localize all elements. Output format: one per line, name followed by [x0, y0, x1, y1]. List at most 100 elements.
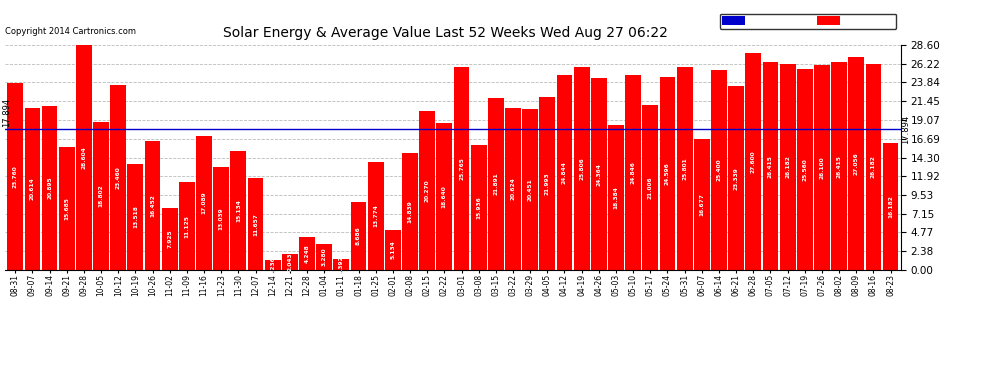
Text: 28.604: 28.604 [81, 146, 86, 169]
Text: 18.384: 18.384 [614, 186, 619, 209]
Text: 20.895: 20.895 [48, 177, 52, 199]
Text: 13.774: 13.774 [373, 204, 378, 227]
Text: 11.125: 11.125 [184, 215, 189, 238]
Text: 23.339: 23.339 [734, 167, 739, 190]
Text: 26.415: 26.415 [837, 154, 842, 177]
Bar [814, 64, 830, 270]
Bar [762, 62, 778, 270]
Bar [453, 67, 469, 270]
Bar [574, 67, 590, 270]
Bar [745, 53, 761, 270]
Bar [626, 75, 642, 270]
Bar [179, 183, 195, 270]
Bar [694, 139, 710, 270]
Bar [7, 83, 23, 270]
Bar [282, 254, 298, 270]
Bar [264, 260, 280, 270]
Text: 15.936: 15.936 [476, 196, 481, 219]
Bar [505, 108, 521, 270]
Text: 20.451: 20.451 [528, 178, 533, 201]
Text: 21.993: 21.993 [544, 172, 549, 195]
Text: 4.248: 4.248 [305, 244, 310, 262]
Bar [231, 151, 247, 270]
Text: 26.415: 26.415 [768, 154, 773, 177]
Bar [299, 237, 315, 270]
Bar [248, 178, 263, 270]
Text: 8.686: 8.686 [356, 226, 361, 245]
Bar [42, 106, 57, 270]
Bar [110, 86, 126, 270]
Text: 11.657: 11.657 [253, 213, 258, 236]
Bar [402, 153, 418, 270]
Text: 25.801: 25.801 [682, 157, 687, 180]
Bar [420, 111, 435, 270]
Text: 23.460: 23.460 [116, 166, 121, 189]
Bar [523, 109, 538, 270]
Bar [608, 125, 624, 270]
Bar [556, 75, 572, 270]
Text: 13.518: 13.518 [133, 206, 138, 228]
Text: 17.894: 17.894 [901, 115, 910, 144]
Bar [677, 67, 693, 270]
Bar [540, 97, 555, 270]
Text: 24.596: 24.596 [665, 162, 670, 184]
Text: 20.624: 20.624 [511, 177, 516, 200]
Text: 27.600: 27.600 [750, 150, 755, 173]
Text: 2.043: 2.043 [287, 253, 292, 271]
Text: 16.677: 16.677 [699, 193, 704, 216]
Text: 16.182: 16.182 [888, 195, 893, 218]
Bar [659, 76, 675, 270]
Text: 17.894: 17.894 [2, 98, 11, 127]
Bar [334, 259, 349, 270]
Text: 26.182: 26.182 [871, 156, 876, 178]
Text: 25.765: 25.765 [459, 157, 464, 180]
Text: 1.236: 1.236 [270, 256, 275, 274]
Text: 20.614: 20.614 [30, 177, 35, 200]
Text: 24.364: 24.364 [596, 163, 601, 186]
Text: 26.182: 26.182 [785, 156, 790, 178]
Bar [488, 98, 504, 270]
Bar [161, 208, 177, 270]
Bar [25, 108, 41, 270]
Bar [76, 45, 92, 270]
Bar [58, 147, 74, 270]
Bar [145, 141, 160, 270]
Text: 14.839: 14.839 [408, 200, 413, 223]
Bar [848, 57, 864, 270]
Text: Solar Energy & Average Value Last 52 Weeks Wed Aug 27 06:22: Solar Energy & Average Value Last 52 Wee… [223, 26, 668, 40]
Text: 25.806: 25.806 [579, 157, 584, 180]
Bar [213, 167, 229, 270]
Text: 17.089: 17.089 [202, 192, 207, 214]
Bar [316, 244, 332, 270]
Text: 16.452: 16.452 [150, 194, 155, 217]
Text: 25.400: 25.400 [717, 159, 722, 182]
Text: 23.760: 23.760 [13, 165, 18, 188]
Bar [93, 122, 109, 270]
Text: 21.006: 21.006 [647, 176, 652, 199]
Legend: Average  ($), Daily  ($): Average ($), Daily ($) [720, 13, 896, 28]
Bar [437, 123, 452, 270]
Text: 1.392: 1.392 [339, 255, 344, 274]
Bar [780, 64, 796, 270]
Text: 27.056: 27.056 [853, 152, 858, 175]
Text: Copyright 2014 Cartronics.com: Copyright 2014 Cartronics.com [5, 27, 136, 36]
Text: 24.844: 24.844 [562, 161, 567, 184]
Text: 7.925: 7.925 [167, 230, 172, 248]
Text: 15.134: 15.134 [236, 199, 241, 222]
Bar [128, 164, 144, 270]
Text: 21.891: 21.891 [493, 172, 498, 195]
Text: 25.560: 25.560 [802, 158, 807, 181]
Bar [385, 230, 401, 270]
Bar [865, 64, 881, 270]
Bar [368, 162, 383, 270]
Text: 18.640: 18.640 [442, 185, 446, 208]
Bar [643, 105, 658, 270]
Bar [883, 143, 899, 270]
Bar [591, 78, 607, 270]
Text: 3.280: 3.280 [322, 248, 327, 266]
Bar [832, 62, 847, 270]
Text: 20.270: 20.270 [425, 179, 430, 202]
Bar [711, 70, 727, 270]
Bar [729, 86, 744, 270]
Bar [350, 202, 366, 270]
